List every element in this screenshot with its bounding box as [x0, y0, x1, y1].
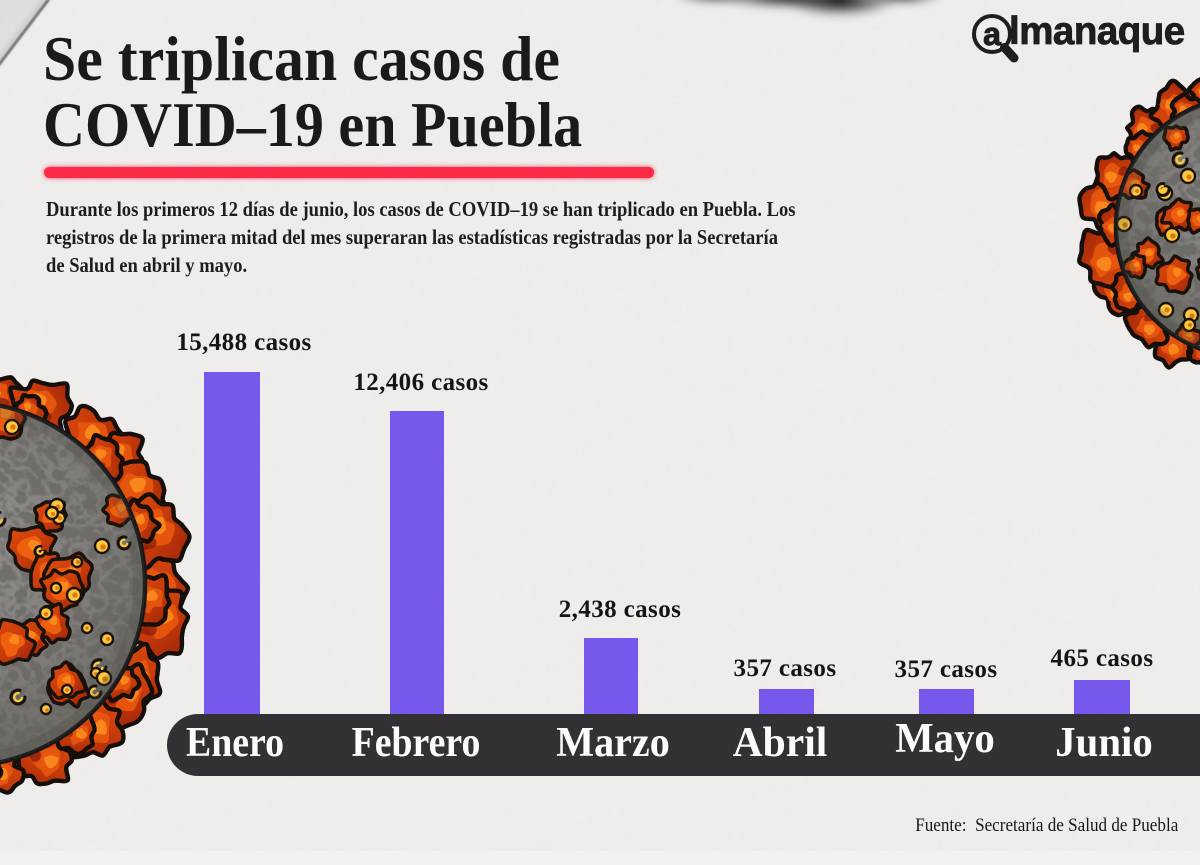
svg-text:lmanaque: lmanaque — [1009, 11, 1185, 53]
svg-text:a: a — [983, 16, 1001, 52]
